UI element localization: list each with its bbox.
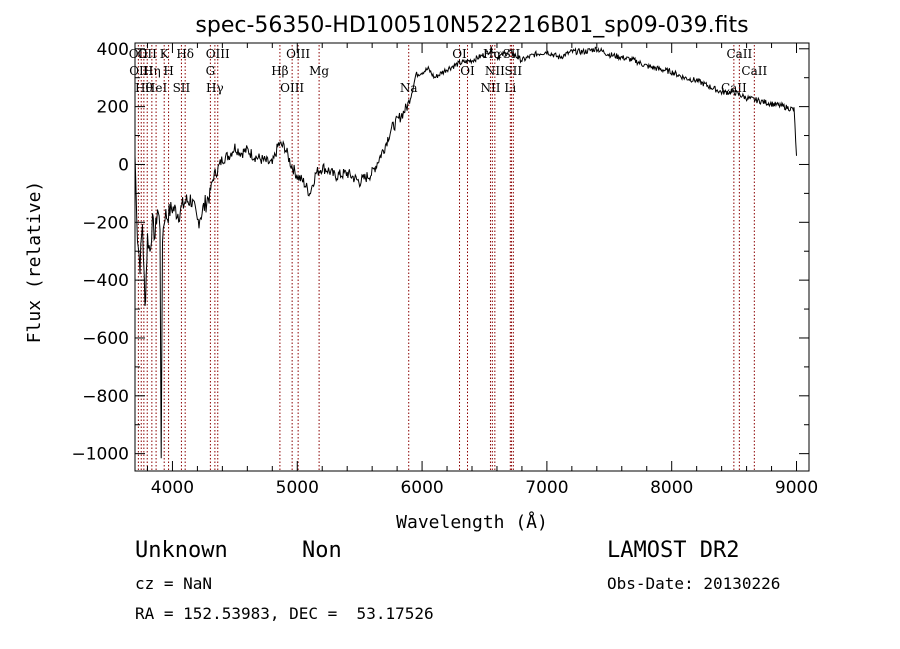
object-class: Unknown	[135, 538, 228, 563]
line-marker-label: OIII	[286, 47, 310, 61]
line-marker-label: OIII	[280, 81, 304, 95]
line-marker-label: OIII	[206, 47, 230, 61]
x-tick-label: 8000	[650, 478, 693, 498]
y-tick-label: −600	[82, 329, 129, 349]
y-tick-label: 200	[97, 98, 129, 118]
observation-date: Obs-Date: 20130226	[607, 574, 781, 593]
y-tick-label: 400	[97, 40, 129, 60]
y-axis-label: Flux (relative)	[24, 181, 45, 344]
y-tick-label: −800	[82, 387, 129, 407]
spectrum-chart: spec-56350-HD100510N522216B01_sp09-039.f…	[24, 13, 818, 533]
y-tick-label: 0	[118, 155, 129, 175]
line-marker-label: OII	[129, 47, 149, 61]
y-tick-label: −400	[82, 271, 129, 291]
axis-ticks: 4000 5000 6000 7000 8000 9000−1000−800−600−40…	[71, 40, 818, 498]
coordinates: RA = 152.53983, DEC = 53.17526	[135, 604, 434, 623]
x-tick-label: 5000	[276, 478, 319, 498]
x-tick-label: 7000	[525, 478, 568, 498]
line-marker-label: Mg	[309, 64, 329, 78]
y-tick-label: −1000	[71, 445, 129, 465]
object-subclass: Non	[302, 538, 342, 563]
line-marker-label: CaII	[726, 47, 752, 61]
line-marker-label: Li	[504, 81, 516, 95]
survey-name: LAMOST DR2	[607, 538, 740, 563]
line-marker-label: H	[163, 64, 173, 78]
line-marker-label: HeI	[145, 81, 168, 95]
y-tick-label: −200	[82, 213, 129, 233]
line-marker-label: Hγ	[206, 81, 224, 95]
redshift-cz: cz = NaN	[135, 574, 213, 593]
line-marker-label: K	[160, 47, 170, 61]
x-tick-label: 4000	[151, 478, 194, 498]
plot-frame	[134, 42, 810, 472]
emission-line-markers: OIIOIIIHθOIIHηHeIKHSIIHδGHγOIIIHβOIIIOII…	[129, 45, 767, 471]
line-marker-label: OI	[460, 64, 475, 78]
line-marker-label: Na	[400, 81, 418, 95]
x-tick-label: 9000	[775, 478, 818, 498]
line-marker-label: NII	[480, 81, 500, 95]
line-marker-label: NII	[485, 64, 505, 78]
line-marker-label: OII	[138, 47, 158, 61]
line-marker-label: Hη	[143, 64, 161, 78]
line-marker-label: CaII	[741, 64, 767, 78]
line-marker-label: OI	[452, 47, 467, 61]
line-marker-label: Hβ	[271, 64, 288, 78]
x-tick-label: 6000	[400, 478, 443, 498]
line-marker-label: G	[206, 64, 216, 78]
spectrum-line	[134, 46, 797, 459]
x-axis-label: Wavelength (Å)	[396, 511, 548, 533]
line-marker-label: SII	[504, 64, 522, 78]
line-marker-label: Hδ	[176, 47, 194, 61]
line-marker-label: Hθ	[135, 81, 153, 95]
chart-title: spec-56350-HD100510N522216B01_sp09-039.f…	[195, 13, 748, 38]
line-marker-label: SII	[173, 81, 191, 95]
